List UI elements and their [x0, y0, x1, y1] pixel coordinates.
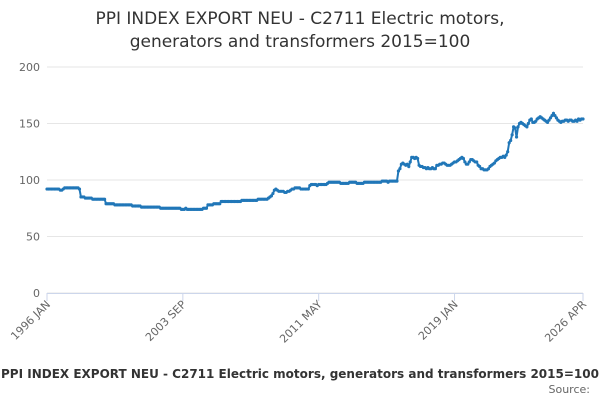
y-tick-label: 50 [26, 231, 40, 244]
data-point [408, 160, 412, 164]
data-point [514, 135, 519, 139]
data-point [504, 153, 508, 157]
data-point [396, 169, 401, 173]
data-point [513, 126, 517, 130]
source: Source: [549, 383, 591, 396]
data-point [102, 197, 107, 201]
data-point [463, 160, 467, 164]
chart-title: PPI INDEX EXPORT NEU - C2711 Electric mo… [95, 9, 505, 52]
data-point [554, 116, 559, 120]
data-point [77, 187, 82, 191]
legend-label: PPI INDEX EXPORT NEU - C2711 Electric mo… [1, 367, 599, 381]
data-point [516, 125, 520, 129]
data-point [405, 162, 409, 166]
data-point [478, 164, 482, 169]
data-point [545, 120, 550, 124]
x-tick-label: 1996 JAN [8, 298, 53, 343]
data-point [581, 117, 585, 121]
data-point [551, 111, 556, 115]
data-point [492, 161, 497, 165]
data-point [553, 113, 557, 118]
y-tick-label: 100 [19, 174, 40, 187]
data-point [416, 156, 420, 161]
y-tick-label: 0 [33, 287, 40, 300]
data-point [433, 167, 437, 171]
legend-item: PPI INDEX EXPORT NEU - C2711 Electric mo… [1, 367, 599, 381]
data-point [461, 156, 465, 161]
x-tick-label: 2026 APR [542, 298, 589, 345]
x-tick-label: 2019 JAN [416, 298, 461, 343]
data-point [503, 155, 507, 159]
data-point [398, 167, 402, 171]
y-tick-label: 150 [19, 118, 40, 131]
data-point [529, 117, 533, 121]
data-point [547, 118, 551, 122]
data-point [395, 179, 399, 183]
data-point [467, 160, 471, 164]
data-point [486, 167, 491, 171]
data-point [510, 133, 514, 137]
data-point [407, 164, 411, 169]
data-point [548, 116, 553, 120]
data-point [550, 113, 554, 118]
data-point [204, 206, 209, 210]
data-point [525, 125, 529, 129]
data-point [269, 194, 274, 198]
data-point [466, 162, 470, 166]
data-point [475, 160, 479, 164]
data-point [526, 121, 530, 126]
data-point [271, 191, 275, 196]
y-tick-label: 200 [19, 61, 40, 74]
data-point [534, 119, 538, 123]
data-point [575, 119, 579, 123]
data-point [218, 202, 222, 206]
x-tick-label: 2011 MAY [277, 298, 325, 346]
data-point [507, 141, 511, 145]
x-tick-label: 2003 SEP [143, 298, 189, 344]
data-point [509, 138, 513, 143]
data-point [506, 150, 510, 154]
data-point [306, 187, 310, 191]
series-line [47, 111, 583, 211]
